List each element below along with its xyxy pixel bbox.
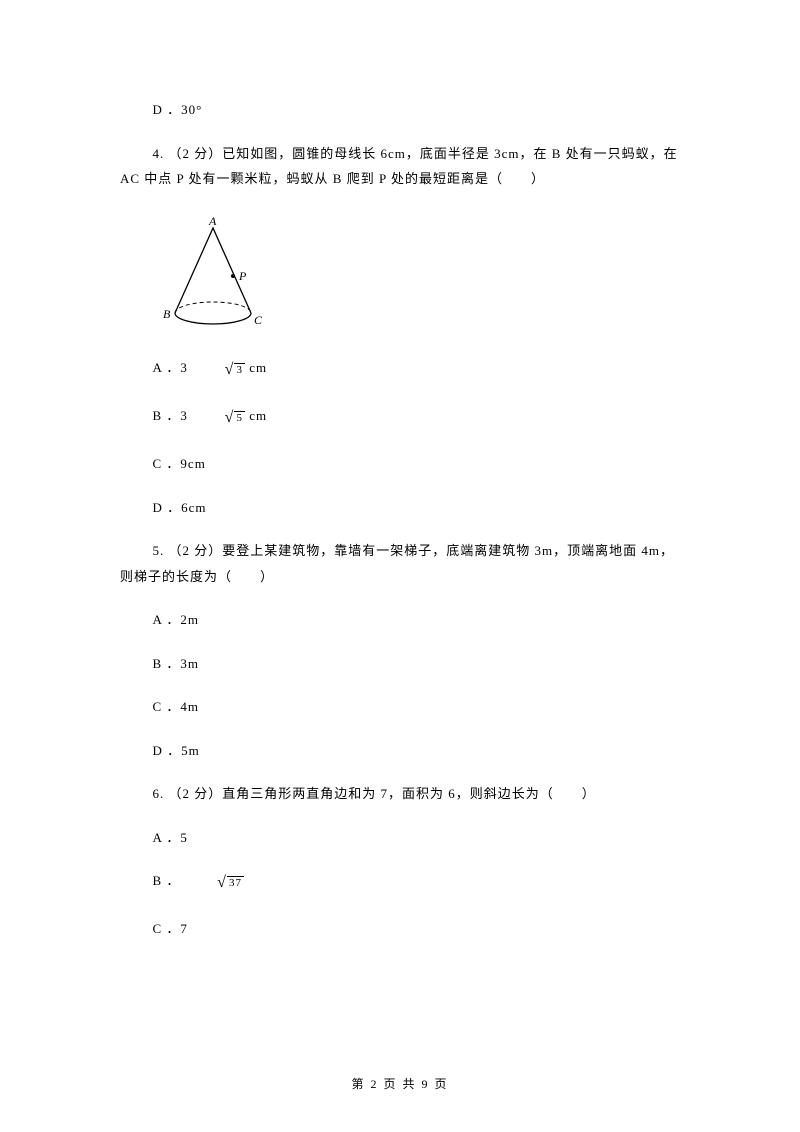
q5-option-d: D ．5m <box>120 741 680 761</box>
q5-option-a: A ．2m <box>120 610 680 630</box>
q4-stem-line2: AC 中点 P 处有一颗米粒，蚂蚁从 B 爬到 P 处的最短距离是（ ） <box>120 169 680 189</box>
q4-option-c: C ．9cm <box>120 454 680 474</box>
q4-stem-line1: 4. （2 分）已知如图，圆锥的母线长 6cm，底面半径是 3cm，在 B 处有… <box>120 144 680 164</box>
figure-label-b: B <box>163 307 171 321</box>
page-footer: 第 2 页 共 9 页 <box>0 1075 800 1092</box>
q6-option-c: C ．7 <box>120 919 680 939</box>
q6-option-a: A ．5 <box>120 828 680 848</box>
q4-figure: A P B C <box>153 213 681 349</box>
figure-label-a: A <box>208 214 217 228</box>
figure-label-c: C <box>254 313 263 327</box>
q5-option-c: C ．4m <box>120 697 680 717</box>
q6-stem: 6. （2 分）直角三角形两直角边和为 7，面积为 6，则斜边长为（ ） <box>120 784 680 804</box>
q5-stem-line2: 则梯子的长度为（ ） <box>120 567 680 587</box>
q6-option-b: B ． √37 <box>120 871 680 895</box>
q5-stem-line1: 5. （2 分）要登上某建筑物，靠墙有一架梯子，底端离建筑物 3m，顶端离地面 … <box>120 541 680 561</box>
q4-option-a: A ．3 √3 cm <box>120 358 680 382</box>
q5-option-b: B ．3m <box>120 654 680 674</box>
q4-option-b: B ．3 √5 cm <box>120 406 680 430</box>
q4-option-d: D ．6cm <box>120 498 680 518</box>
q3-option-d: D ．30° <box>120 100 680 120</box>
figure-label-p: P <box>238 269 247 283</box>
